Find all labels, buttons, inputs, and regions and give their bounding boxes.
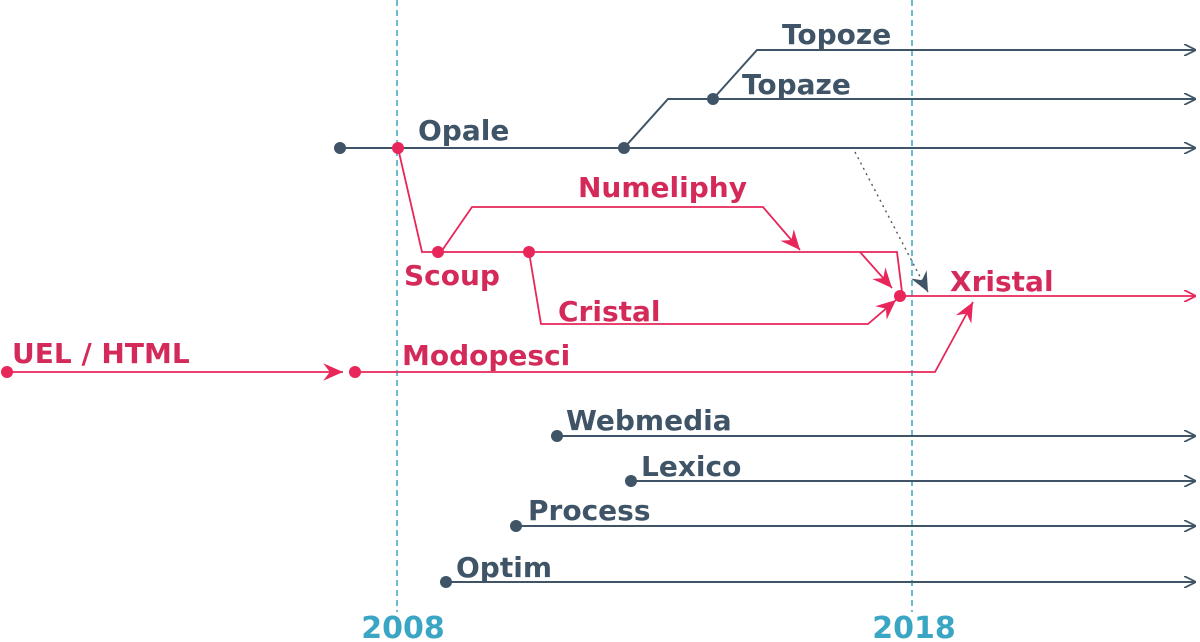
modopesci-node [349,366,361,378]
scoup-node [432,246,444,258]
label-webmedia: Webmedia [566,404,732,437]
cristal-node [523,246,535,258]
label-scoup: Scoup [404,259,500,292]
label-numeliphy: Numeliphy [578,171,747,204]
label-process: Process [528,494,651,527]
year-label-2018: 2018 [872,611,956,642]
label-optim: Optim [456,551,552,584]
cristal-line [528,251,897,325]
scoup-to-xristal-arrow [859,251,893,289]
scoup-branch-node [392,142,404,154]
xristal-node [894,290,906,302]
optim-node [440,576,452,588]
topoze-line [712,50,1195,100]
process-node [510,520,522,532]
label-modopesci: Modopesci [402,339,570,372]
scoup-line [438,251,903,293]
webmedia-node [551,430,563,442]
label-uel-html: UEL / HTML [12,337,190,370]
uel-html-node [1,366,13,378]
opale-start-node [334,142,346,154]
label-topaze: Topaze [742,68,851,101]
label-xristal: Xristal [950,265,1054,298]
label-cristal: Cristal [558,295,661,328]
label-lexico: Lexico [641,450,741,483]
opale-to-xristal-dotted-link [854,151,929,293]
year-label-2008: 2008 [361,611,445,642]
topaze-line [623,99,1195,149]
topoze-branch-node [707,93,719,105]
lexico-node [625,475,637,487]
label-topoze: Topoze [782,18,891,51]
topaze-branch-node [618,142,630,154]
label-opale: Opale [418,114,509,147]
modopesci-line [355,301,974,373]
numeliphy-line [440,206,801,253]
opale-to-scoup-line [397,147,438,253]
